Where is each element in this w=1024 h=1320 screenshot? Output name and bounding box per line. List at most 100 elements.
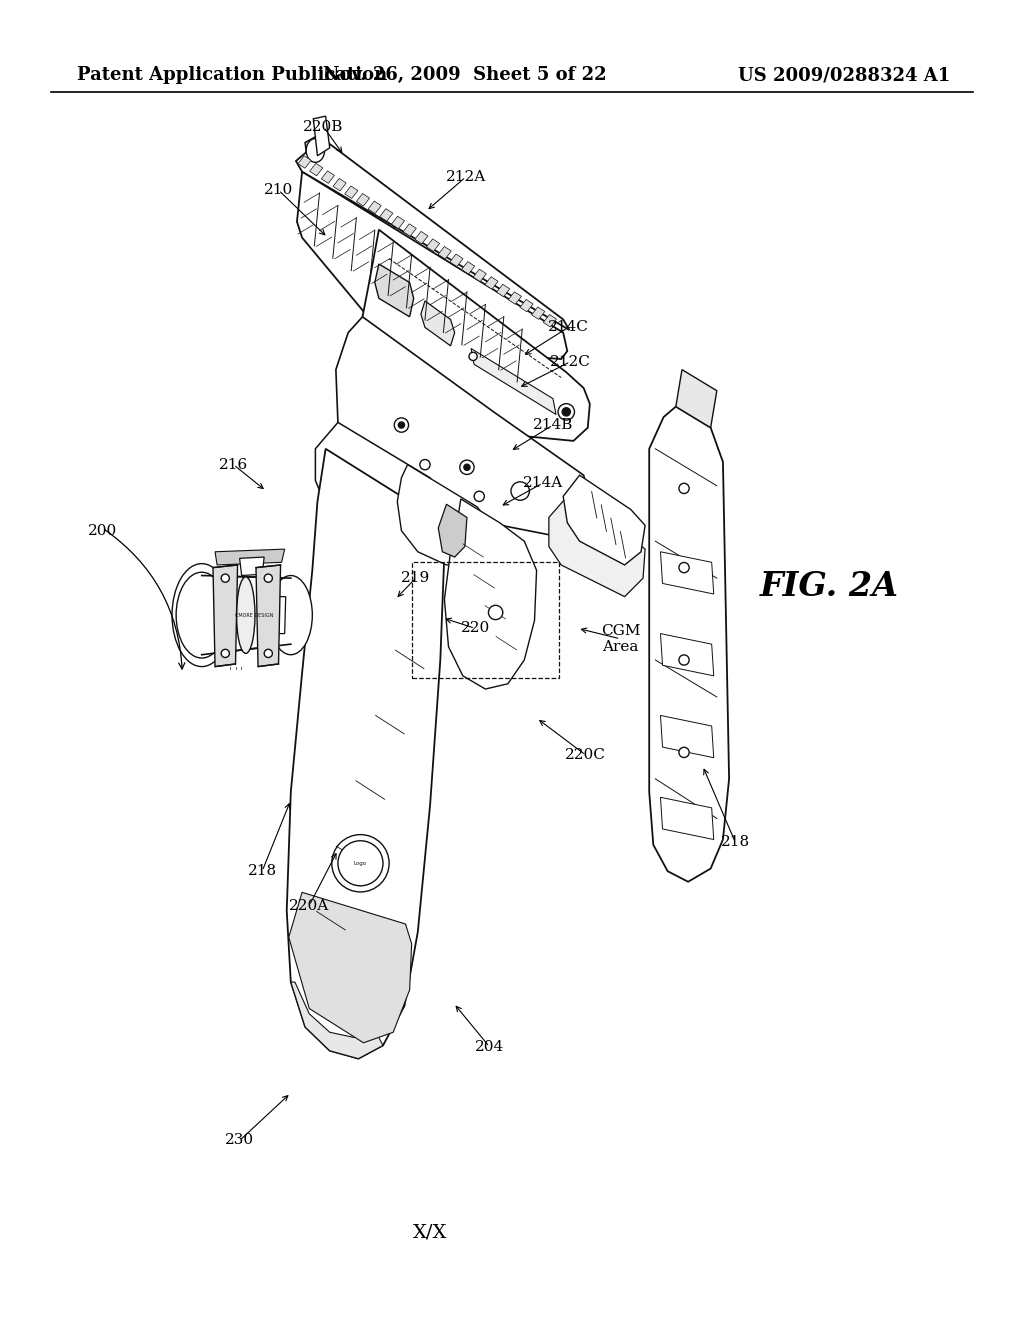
Text: 214B: 214B [532,418,573,432]
Text: 200: 200 [88,524,117,537]
Text: 218: 218 [721,836,750,849]
Polygon shape [508,292,521,305]
Ellipse shape [269,576,312,655]
Circle shape [264,649,272,657]
Circle shape [679,562,689,573]
Text: CGM
Area: CGM Area [601,624,640,653]
Polygon shape [256,565,281,667]
Polygon shape [497,284,510,297]
Polygon shape [438,504,467,557]
Text: 212A: 212A [445,170,486,183]
Polygon shape [298,156,311,168]
Text: CMORE DESIGN: CMORE DESIGN [234,612,273,618]
Text: US 2009/0288324 A1: US 2009/0288324 A1 [737,66,950,84]
Polygon shape [531,308,545,319]
Polygon shape [368,201,381,214]
Text: 204: 204 [475,1040,504,1053]
Polygon shape [544,314,556,327]
Polygon shape [315,422,457,562]
Polygon shape [660,552,714,594]
Polygon shape [660,715,714,758]
Ellipse shape [306,139,325,162]
Polygon shape [291,982,383,1059]
Polygon shape [333,178,346,191]
Polygon shape [362,230,590,441]
Polygon shape [415,231,428,244]
Text: 216: 216 [219,458,248,471]
Text: FIG. 2A: FIG. 2A [760,570,899,602]
Text: 220C: 220C [565,748,606,762]
Circle shape [221,574,229,582]
Circle shape [332,834,389,892]
Circle shape [338,841,383,886]
Text: X/X: X/X [413,1224,447,1242]
Polygon shape [391,216,404,228]
Polygon shape [313,116,330,156]
Circle shape [464,465,470,470]
Polygon shape [549,496,645,597]
Text: 220B: 220B [303,120,344,133]
Circle shape [679,747,689,758]
Text: 220A: 220A [289,899,330,912]
Polygon shape [520,300,534,312]
Polygon shape [289,892,412,1043]
Polygon shape [336,317,590,536]
Circle shape [474,491,484,502]
Circle shape [460,461,474,474]
Ellipse shape [237,577,255,653]
Polygon shape [450,253,463,267]
Polygon shape [485,277,498,289]
Ellipse shape [176,573,227,657]
Ellipse shape [172,564,231,667]
Polygon shape [287,449,444,1059]
Polygon shape [397,465,489,565]
Circle shape [264,574,272,582]
Polygon shape [471,348,556,414]
Polygon shape [660,634,714,676]
Circle shape [679,655,689,665]
Circle shape [394,418,409,432]
Polygon shape [426,239,439,251]
Text: Nov. 26, 2009  Sheet 5 of 22: Nov. 26, 2009 Sheet 5 of 22 [324,66,607,84]
Polygon shape [215,549,285,565]
Polygon shape [473,269,486,281]
Polygon shape [312,149,402,231]
Polygon shape [380,209,393,222]
Polygon shape [296,139,569,330]
Bar [412,562,559,678]
Polygon shape [213,565,238,667]
Polygon shape [322,170,335,183]
Circle shape [511,482,529,500]
Polygon shape [375,264,414,317]
Circle shape [420,459,430,470]
Polygon shape [462,261,475,275]
Text: 214A: 214A [522,477,563,490]
Circle shape [469,352,477,360]
Polygon shape [356,194,370,206]
Circle shape [221,649,229,657]
Polygon shape [305,135,330,165]
Text: 210: 210 [264,183,293,197]
Text: 218: 218 [248,865,276,878]
Text: 230: 230 [225,1134,254,1147]
Polygon shape [444,499,537,689]
Polygon shape [403,224,417,236]
Text: Patent Application Publication: Patent Application Publication [77,66,387,84]
Text: Logo: Logo [354,861,367,866]
Polygon shape [649,407,729,882]
Polygon shape [240,557,264,576]
Polygon shape [660,797,714,840]
Polygon shape [202,576,291,655]
Circle shape [488,606,503,619]
Polygon shape [421,301,455,346]
Polygon shape [276,597,286,634]
Text: 219: 219 [401,572,430,585]
Circle shape [558,404,574,420]
Text: 214C: 214C [548,321,589,334]
Circle shape [398,422,404,428]
Text: 212C: 212C [550,355,591,368]
Polygon shape [676,370,717,428]
Circle shape [562,408,570,416]
Polygon shape [438,247,452,259]
Polygon shape [563,475,645,565]
